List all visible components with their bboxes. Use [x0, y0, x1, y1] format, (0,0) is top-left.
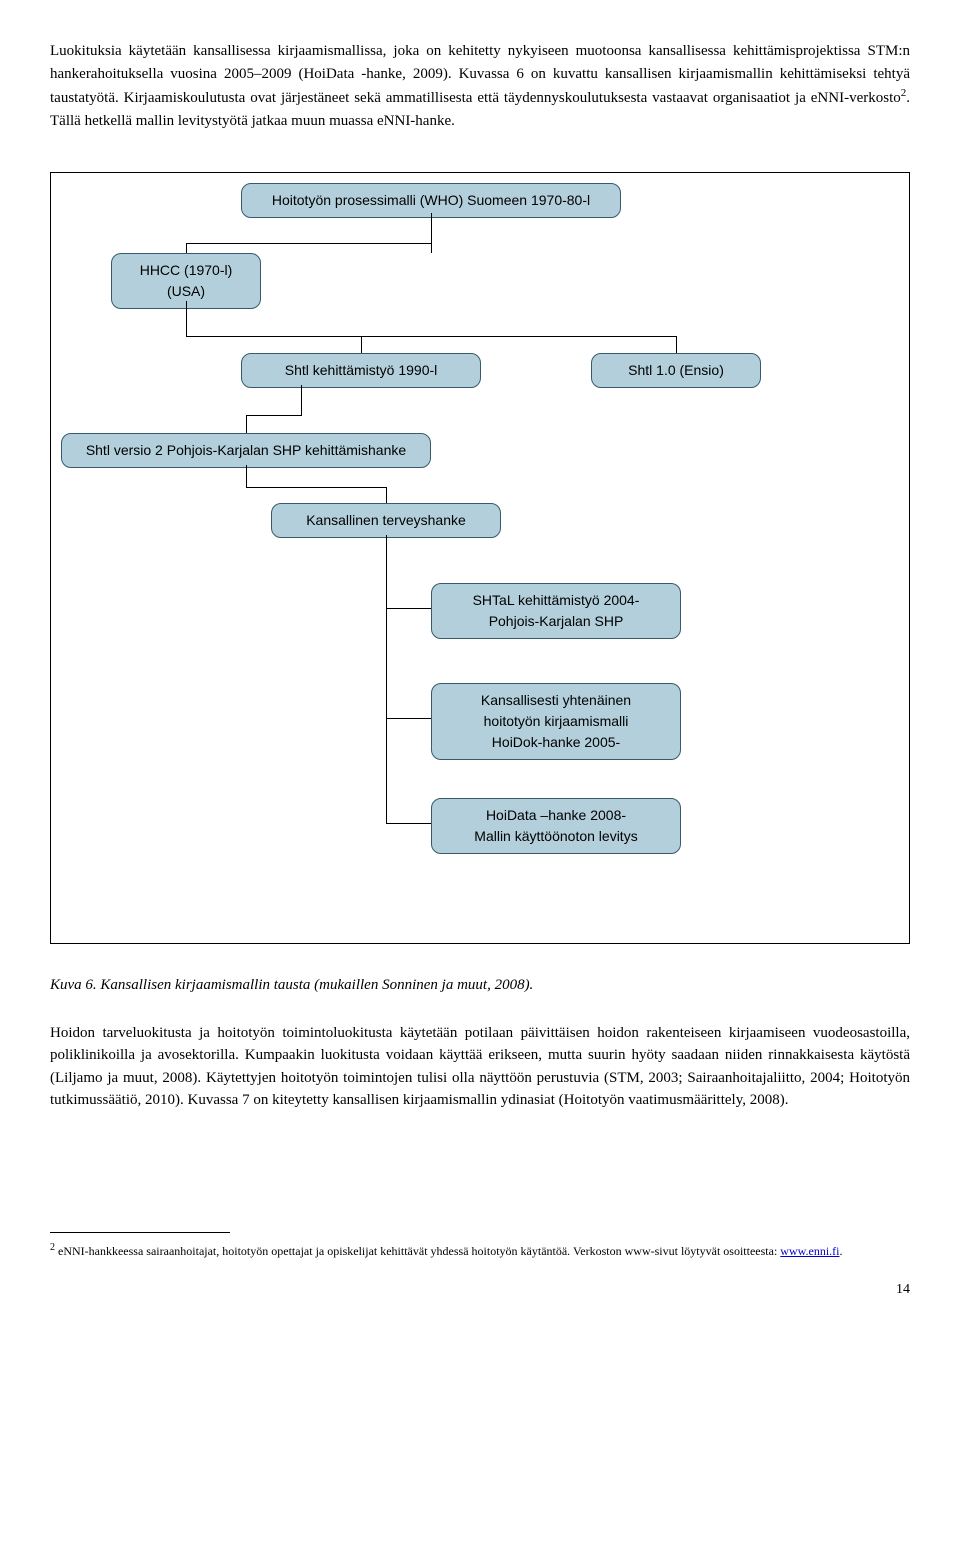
connector-line — [246, 415, 302, 416]
connector-line — [186, 301, 187, 336]
node-shtal: SHTaL kehittämistyö 2004- Pohjois-Karjal… — [431, 583, 681, 639]
para1-text: Luokituksia käytetään kansallisessa kirj… — [50, 43, 910, 106]
node-shtl-1990: Shtl kehittämistyö 1990-l — [241, 353, 481, 388]
connector-line — [386, 608, 431, 609]
connector-line — [386, 718, 431, 719]
connector-line — [386, 535, 387, 823]
node-hoidata: HoiData –hanke 2008- Mallin käyttöönoton… — [431, 798, 681, 854]
connector-line — [301, 385, 302, 415]
connector-line — [186, 243, 187, 253]
connector-line — [246, 487, 386, 488]
page-number: 14 — [50, 1279, 910, 1300]
connector-line — [386, 487, 387, 503]
footnote-text: eNNI-hankkeessa sairaanhoitajat, hoitoty… — [55, 1244, 780, 1258]
connector-line — [246, 415, 247, 433]
node-kansallinen-terveyshanke: Kansallinen terveyshanke — [271, 503, 501, 538]
figure-caption: Kuva 6. Kansallisen kirjaamismallin taus… — [50, 974, 910, 997]
connector-line — [186, 243, 431, 244]
paragraph-1: Luokituksia käytetään kansallisessa kirj… — [50, 40, 910, 132]
connector-line — [186, 336, 676, 337]
footnote-separator — [50, 1232, 230, 1233]
node-shtl-v2: Shtl versio 2 Pohjois-Karjalan SHP kehit… — [61, 433, 431, 468]
flowchart-diagram: Hoitotyön prosessimalli (WHO) Suomeen 19… — [50, 172, 910, 944]
connector-line — [431, 213, 432, 253]
connector-line — [386, 823, 431, 824]
node-shtl-ensio: Shtl 1.0 (Ensio) — [591, 353, 761, 388]
connector-line — [361, 336, 362, 353]
footnote-2: 2 eNNI-hankkeessa sairaanhoitajat, hoito… — [50, 1241, 910, 1260]
node-hoidok: Kansallisesti yhtenäinen hoitotyön kirja… — [431, 683, 681, 760]
connector-line — [676, 336, 677, 353]
footnote-end: . — [840, 1244, 843, 1258]
paragraph-2: Hoidon tarveluokitusta ja hoitotyön toim… — [50, 1022, 910, 1112]
connector-line — [246, 465, 247, 487]
footnote-link[interactable]: www.enni.fi — [780, 1244, 839, 1258]
